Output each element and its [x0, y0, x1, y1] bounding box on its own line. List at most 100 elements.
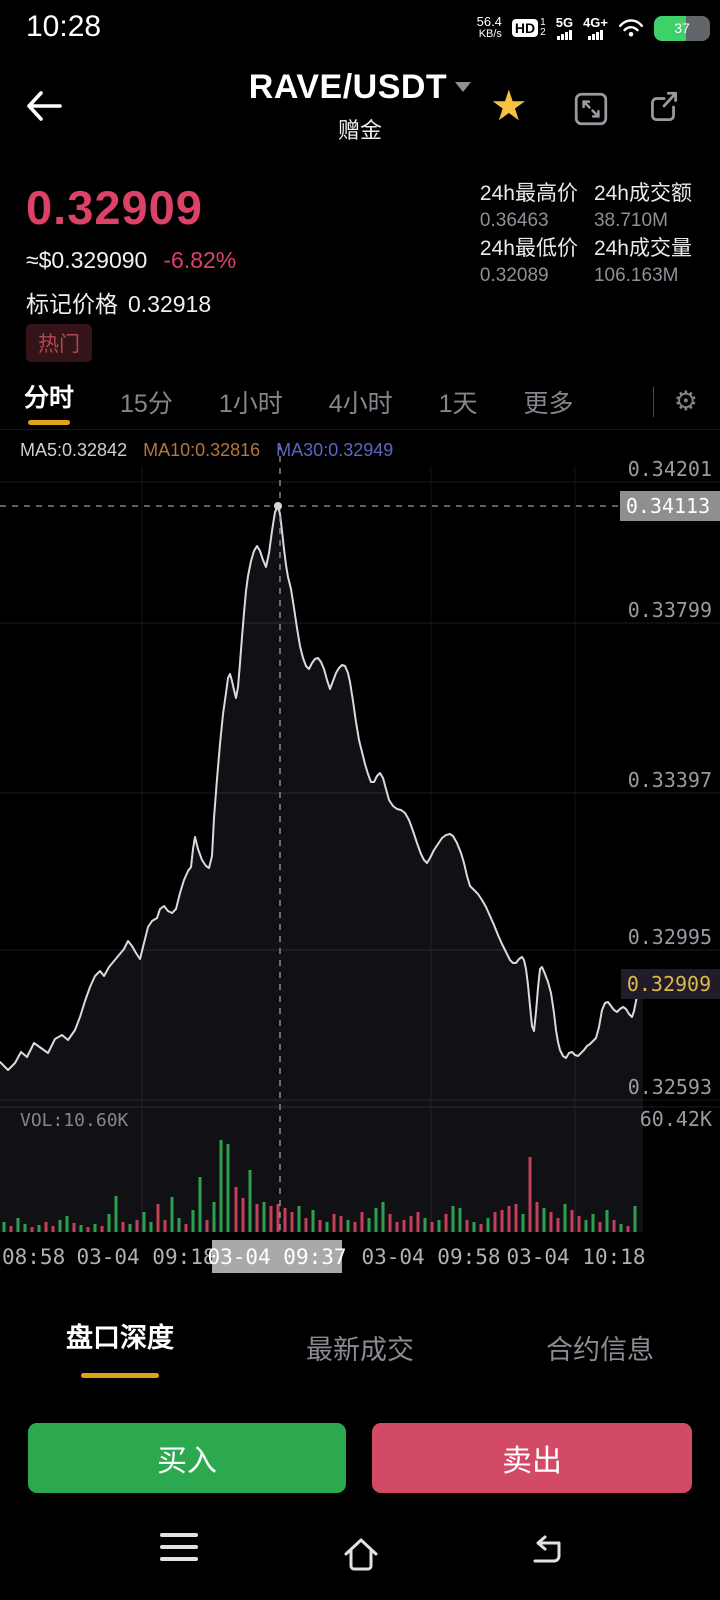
mark-price-row: 标记价格 0.32918	[26, 285, 211, 319]
volume-bar	[626, 1226, 630, 1232]
menu-icon[interactable]	[160, 1533, 198, 1561]
volume-bar	[72, 1223, 76, 1232]
volume-bar	[121, 1222, 125, 1232]
volume-bar	[184, 1224, 188, 1232]
chart-area: 0.34201 0.33799 0.33397 0.32995 0.32593 0.341…	[0, 435, 720, 1275]
tab-1h[interactable]: 1小时	[218, 389, 283, 418]
volume-bar	[163, 1220, 167, 1232]
nav-back-icon[interactable]	[524, 1533, 566, 1569]
volume-bar	[79, 1225, 83, 1232]
volume-bar	[444, 1214, 448, 1232]
volume-bar	[479, 1224, 483, 1232]
volume-bar	[100, 1226, 104, 1232]
buy-button[interactable]: 买入	[28, 1423, 346, 1493]
low-value: 0.32089	[479, 265, 549, 286]
settings-gear-icon[interactable]: ⚙	[673, 386, 698, 416]
volume-bar	[177, 1218, 181, 1232]
volume-bar	[395, 1222, 399, 1232]
home-icon[interactable]	[338, 1533, 384, 1575]
crosshair-price-box	[620, 491, 720, 521]
volume-bar	[507, 1206, 511, 1232]
volume-bar	[591, 1214, 595, 1232]
tab-latest-trades[interactable]: 最新成交	[306, 1334, 414, 1365]
volume-bar	[332, 1214, 336, 1232]
battery-percent: 37	[674, 20, 690, 36]
volume-bar	[605, 1210, 609, 1232]
volume-bar	[549, 1212, 553, 1232]
tab-more[interactable]: 更多	[523, 389, 574, 418]
current-price-box	[621, 969, 720, 999]
volume-bar	[107, 1214, 111, 1232]
tab-4h[interactable]: 4小时	[328, 389, 393, 418]
volume-scale-label: 60.42K	[640, 1107, 712, 1131]
volume-bar	[325, 1222, 329, 1232]
volume-bar	[149, 1222, 153, 1232]
battery-icon: 37	[654, 15, 710, 41]
tab-divider	[652, 386, 654, 417]
volume-bar	[170, 1197, 174, 1232]
pair-selector[interactable]: RAVE/USDT 赠金	[0, 68, 720, 145]
volume-bar	[409, 1216, 413, 1232]
volume-bar	[437, 1220, 441, 1232]
volume-bar	[156, 1204, 160, 1232]
ma-indicators: MA5:0.32842 MA10:0.32816 MA30:0.32949	[20, 440, 393, 461]
volume-bar	[339, 1216, 343, 1232]
network-speed: 56.4 KB/s	[476, 14, 502, 40]
volume-bar	[276, 1204, 280, 1232]
tab-timeline[interactable]: 分时	[24, 374, 74, 429]
volume-bar	[205, 1220, 209, 1232]
volume-bar	[65, 1216, 69, 1232]
volume-label: 24h成交量	[593, 237, 692, 260]
volume-bar	[135, 1220, 139, 1232]
volume-bar	[360, 1212, 364, 1232]
volume-bar	[542, 1208, 546, 1232]
ma5-value: MA5:0.32842	[20, 440, 128, 460]
volume-bar	[241, 1198, 245, 1232]
tab-15m[interactable]: 15分	[120, 389, 173, 418]
crosshair-time-box	[212, 1240, 342, 1273]
crosshair-dot	[274, 502, 282, 510]
y-axis-label: 0.32995	[628, 925, 712, 949]
sell-button[interactable]: 卖出	[372, 1423, 692, 1493]
volume-bar	[458, 1208, 462, 1232]
price-approx-row: ≈$0.329090 -6.82%	[26, 247, 236, 274]
volume-bar	[9, 1226, 13, 1232]
volume-bar	[451, 1206, 455, 1232]
volume-bar	[430, 1222, 434, 1232]
volume-bar	[598, 1222, 602, 1232]
volume-bar	[367, 1218, 371, 1232]
volume-bar	[248, 1170, 252, 1232]
interval-tabs: 分时 15分 1小时 4小时 1天 更多 ⚙	[0, 374, 720, 430]
volume-bar	[30, 1227, 34, 1232]
x-axis-label: 08:58	[2, 1245, 65, 1269]
hd-icon: HD 1 2	[511, 18, 546, 38]
status-bar: 10:28 56.4 KB/s HD 1 2 5G 4G+ 37	[0, 0, 720, 56]
share-icon[interactable]	[644, 88, 682, 126]
mark-price-value: 0.32918	[128, 291, 212, 317]
volume-bar	[44, 1222, 48, 1232]
volume-bar	[2, 1222, 6, 1232]
volume-bar	[584, 1220, 588, 1232]
fullscreen-icon[interactable]	[572, 90, 610, 128]
favorite-star-icon[interactable]: ★	[490, 82, 528, 129]
back-arrow-icon[interactable]	[22, 86, 66, 126]
volume-bar	[114, 1196, 118, 1232]
volume-bar	[86, 1227, 90, 1232]
tab-1d[interactable]: 1天	[438, 389, 478, 418]
chart-canvas[interactable]: 0.34201 0.33799 0.33397 0.32995 0.32593 0.341…	[0, 435, 720, 1275]
volume-bar	[353, 1222, 357, 1232]
tab-contract-info[interactable]: 合约信息	[546, 1334, 654, 1365]
page-title: RAVE/USDT	[248, 68, 448, 106]
tab-orderbook-depth[interactable]: 盘口深度	[0, 1292, 240, 1402]
volume-bar	[37, 1225, 41, 1232]
last-price: 0.32909	[26, 181, 203, 234]
status-icons: 56.4 KB/s HD 1 2 5G 4G+ 37	[477, 6, 710, 50]
signal-bars-icon-4g: 4G+	[583, 16, 608, 40]
bottom-tabs: 盘口深度 最新成交 合约信息	[0, 1292, 720, 1402]
volume-bar	[226, 1144, 230, 1232]
ma30-value: MA30:0.32949	[276, 440, 394, 460]
volume-bar	[93, 1224, 97, 1232]
hot-badge: 热门	[26, 324, 92, 362]
y-axis-label: 0.33799	[628, 598, 712, 622]
y-axis-label: 0.32593	[628, 1075, 712, 1099]
